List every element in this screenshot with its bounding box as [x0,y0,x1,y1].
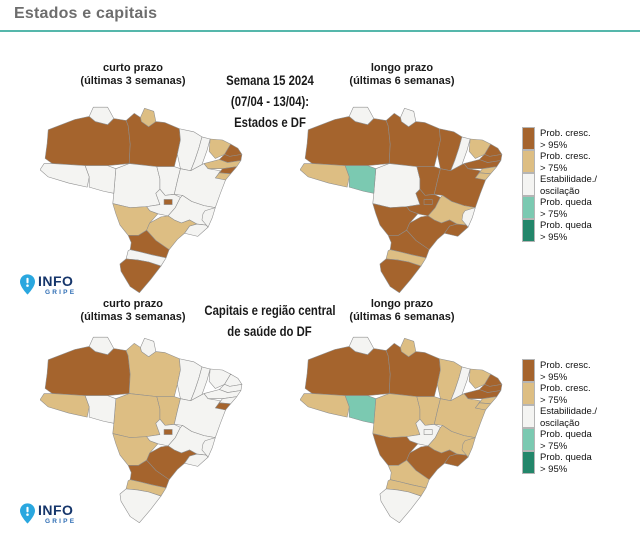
state-MT [372,393,421,438]
state-RR [348,106,375,125]
header-curto-prazo-estados: curto prazo (últimas 3 semanas) [80,62,186,87]
legend-swatch [522,219,535,242]
state-AC [40,163,90,188]
legend-swatch [522,150,535,173]
state-DF [423,199,433,205]
legend-swatch [522,127,535,150]
legend-swatch [522,382,535,405]
state-AP [400,337,417,357]
legend-label: Estabilidade./oscilação [540,174,598,197]
state-RR [88,106,115,125]
state-SE [474,172,491,181]
state-PE [463,389,502,399]
legend-item-queda95: Prob. queda > 95% [522,219,640,243]
state-RO [84,165,117,194]
location-pin-icon [20,503,35,524]
infogripe-logo-bottom: INFO GRIPE [20,503,76,525]
legend-label: Prob. cresc. > 75% [540,383,591,406]
legend-label: Estabilidade./oscilação [540,406,598,429]
state-RJ [184,223,209,237]
state-DF [423,429,433,435]
logo-text-info: INFO [38,502,74,518]
header-longo-prazo-estados: longo prazo (últimas 6 semanas) [349,62,455,87]
legend-swatch [522,428,535,451]
legend-capitais: Prob. cresc. > 95% Prob. cresc. > 75% Estabi… [522,359,640,475]
brazil-map-capitais-curto-prazo [40,336,243,524]
legend-item-estab: Estabilidade./oscilação [522,173,640,197]
state-PE [203,159,242,169]
state-AM [304,346,391,396]
state-MT [112,163,161,208]
legend-item-queda75: Prob. queda > 75% [522,196,640,220]
logo-text-gripe: GRIPE [45,518,77,525]
state-RR [348,336,375,355]
brazil-map-capitais-longo-prazo [300,336,503,524]
state-AM [44,346,131,396]
state-AC [300,393,350,418]
title-divider [0,30,640,32]
legend-item-queda95: Prob. queda > 95% [522,451,640,475]
legend-swatch [522,359,535,382]
state-RR [88,336,115,355]
brazil-map-estados-longo-prazo [300,106,503,294]
state-RS [379,258,422,294]
section-title-capitais: Capitais e região central de saúde do DF [204,303,336,339]
legend-item-cresc75: Prob. cresc. > 75% [522,382,640,406]
legend-label: Prob. cresc. > 95% [540,360,591,383]
state-SE [474,402,491,411]
state-RJ [444,223,469,237]
header-longo-prazo-capitais: longo prazo (últimas 6 semanas) [349,298,455,323]
logo-text-gripe: GRIPE [45,289,77,296]
state-SE [214,402,231,411]
legend-item-cresc95: Prob. cresc. > 95% [522,359,640,383]
state-DF [163,199,173,205]
state-AM [44,116,131,166]
state-PE [463,159,502,169]
state-DF [163,429,173,435]
legend-item-estab: Estabilidade./oscilação [522,405,640,429]
legend-swatch [522,405,535,428]
section-title-estados: Semana 15 2024 (07/04 - 13/04): Estados … [226,73,314,130]
state-MT [372,163,421,208]
state-AM [304,116,391,166]
legend-swatch [522,451,535,474]
legend-label: Prob. queda > 75% [540,429,592,452]
state-RS [119,488,162,524]
header-curto-prazo-capitais: curto prazo (últimas 3 semanas) [80,298,186,323]
legend-label: Prob. queda > 95% [540,220,592,243]
state-RS [119,258,162,294]
legend-swatch [522,196,535,219]
legend-item-cresc75: Prob. cresc. > 75% [522,150,640,174]
logo-text-info: INFO [38,273,74,289]
state-AP [140,337,157,357]
legend-label: Prob. queda > 95% [540,452,592,475]
state-AP [140,107,157,127]
state-AC [40,393,90,418]
legend-label: Prob. cresc. > 75% [540,151,591,174]
state-RO [344,395,377,424]
state-RO [84,395,117,424]
legend-estados: Prob. cresc. > 95% Prob. cresc. > 75% Estabi… [522,127,640,243]
state-RS [379,488,422,524]
state-PE [203,389,242,399]
page-title: Estados e capitais [14,5,158,22]
state-SE [214,172,231,181]
legend-item-cresc95: Prob. cresc. > 95% [522,127,640,151]
legend-item-queda75: Prob. queda > 75% [522,428,640,452]
state-RJ [184,453,209,467]
infogripe-logo: INFO GRIPE [20,274,76,296]
legend-label: Prob. cresc. > 95% [540,128,591,151]
state-RJ [444,453,469,467]
state-AC [300,163,350,188]
location-pin-icon [20,274,35,295]
state-RO [344,165,377,194]
legend-swatch [522,173,535,196]
legend-label: Prob. queda > 75% [540,197,592,220]
brazil-map-estados-curto-prazo [40,106,243,294]
state-AP [400,107,417,127]
state-MT [112,393,161,438]
